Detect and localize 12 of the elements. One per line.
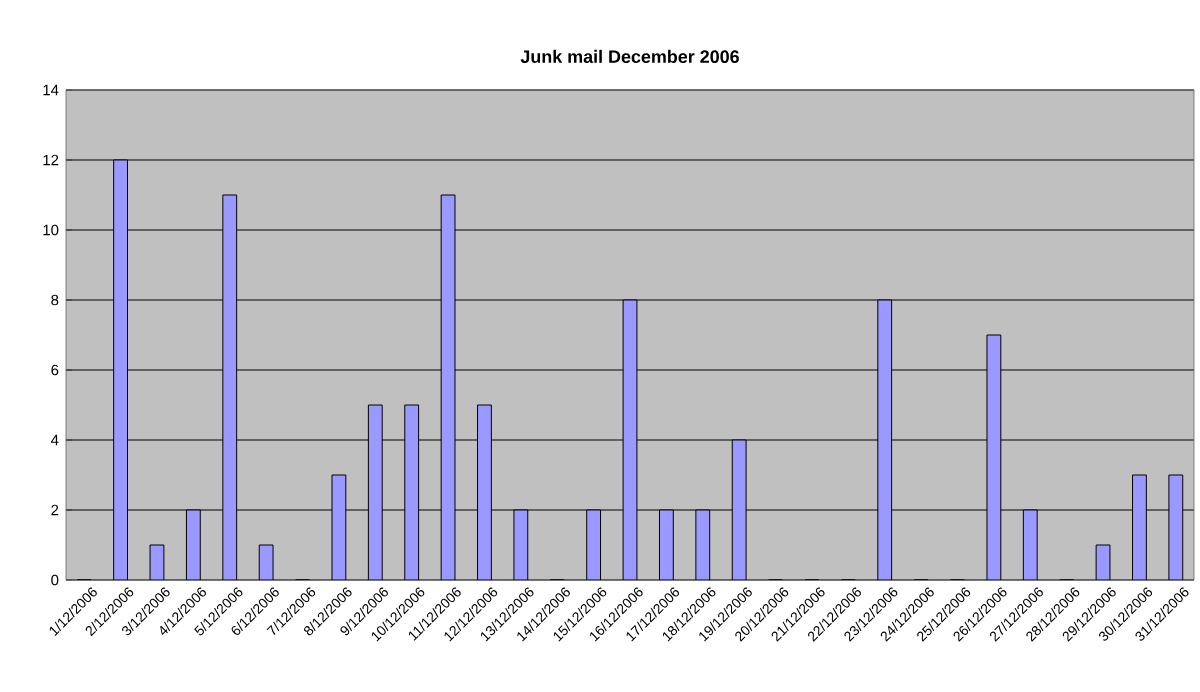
bar [404,404,420,580]
bar [1022,509,1038,580]
bar [658,509,674,580]
bar [185,509,201,580]
bar [877,299,893,580]
bar [367,404,383,580]
bar [113,159,128,580]
bar [222,194,238,580]
bar [586,509,602,580]
bar [1132,474,1147,580]
chart-title: Junk mail December 2006 [520,49,739,64]
bar [477,404,492,580]
